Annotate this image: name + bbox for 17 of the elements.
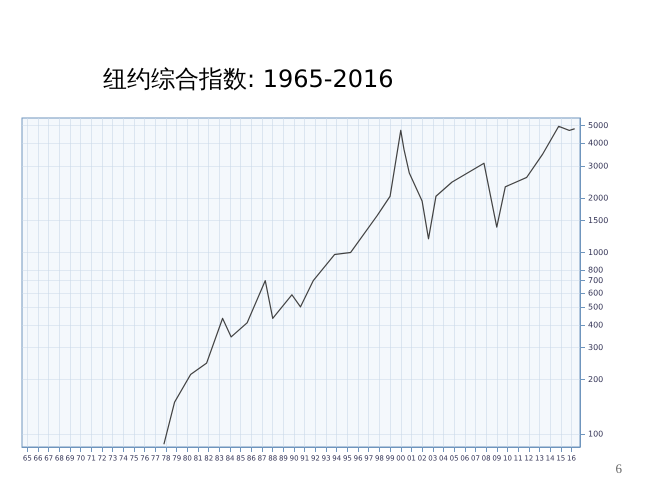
y-tick-label: 1000 xyxy=(588,248,608,258)
y-tick-label: 600 xyxy=(588,288,604,298)
chart-title: 纽约综合指数: 1965-2016 xyxy=(103,65,394,93)
y-tick-label: 2000 xyxy=(588,193,608,202)
line-series xyxy=(163,126,576,445)
y-tick-label: 200 xyxy=(588,374,604,384)
y-tick-label: 4000 xyxy=(588,138,608,148)
y-tick-label: 700 xyxy=(588,276,604,286)
y-tick-label: 300 xyxy=(588,342,604,352)
y-tick-label: 1500 xyxy=(588,216,608,226)
y-tick-label: 400 xyxy=(588,320,604,330)
y-tick-label: 5000 xyxy=(588,121,608,130)
y-tick-label: 500 xyxy=(588,302,604,312)
y-tick-label: 3000 xyxy=(588,161,608,170)
y-tick-label: 800 xyxy=(588,266,604,275)
y-tick-label: 100 xyxy=(588,430,604,439)
text: 6 xyxy=(616,461,622,477)
